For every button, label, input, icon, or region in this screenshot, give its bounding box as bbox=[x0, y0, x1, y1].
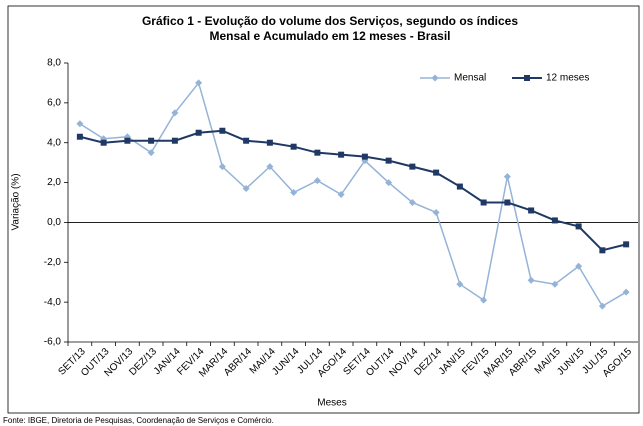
data-point bbox=[242, 185, 250, 193]
y-tick-label: 0,0 bbox=[47, 217, 61, 228]
data-point bbox=[480, 199, 487, 206]
y-tick-label: 6,0 bbox=[47, 97, 61, 108]
legend-marker bbox=[524, 75, 530, 81]
y-tick-label: 4,0 bbox=[47, 137, 61, 148]
data-point bbox=[171, 137, 178, 144]
data-point bbox=[503, 173, 511, 181]
data-point bbox=[622, 288, 630, 296]
data-point bbox=[575, 262, 583, 270]
line-series bbox=[79, 129, 627, 252]
data-point bbox=[290, 143, 297, 150]
data-point bbox=[623, 241, 630, 248]
data-point bbox=[266, 163, 274, 171]
x-axis-label: Meses bbox=[317, 398, 346, 409]
data-point bbox=[599, 247, 606, 254]
data-point bbox=[409, 163, 416, 170]
data-point bbox=[314, 149, 321, 156]
data-point bbox=[361, 153, 368, 160]
data-point bbox=[551, 217, 558, 224]
data-point bbox=[243, 137, 250, 144]
data-point bbox=[528, 207, 535, 214]
chart-title: Mensal e Acumulado em 12 meses - Brasil bbox=[210, 29, 451, 43]
data-point bbox=[480, 296, 488, 304]
data-point bbox=[408, 199, 416, 206]
data-point bbox=[124, 137, 131, 144]
y-tick-label: 8,0 bbox=[47, 58, 61, 69]
data-point bbox=[76, 133, 83, 140]
data-point bbox=[385, 179, 393, 187]
data-point bbox=[218, 163, 226, 171]
legend-label: 12 meses bbox=[546, 73, 589, 84]
y-tick-label: -4,0 bbox=[44, 297, 62, 308]
data-point bbox=[266, 139, 273, 146]
data-point bbox=[219, 127, 226, 134]
data-point bbox=[338, 151, 345, 158]
data-point bbox=[195, 79, 203, 87]
data-point bbox=[337, 191, 345, 199]
data-point bbox=[195, 129, 202, 136]
data-point bbox=[575, 223, 582, 230]
data-point bbox=[147, 149, 155, 157]
line-series bbox=[79, 81, 627, 308]
data-point bbox=[290, 189, 298, 197]
data-point bbox=[76, 120, 84, 128]
data-point bbox=[313, 177, 321, 185]
source-note: Fonte: IBGE, Diretoria de Pesquisas, Coo… bbox=[3, 416, 274, 425]
data-point bbox=[551, 280, 559, 288]
data-point bbox=[432, 208, 440, 216]
data-point bbox=[148, 137, 155, 144]
y-tick-label: -2,0 bbox=[44, 257, 62, 268]
y-tick-label: -6,0 bbox=[44, 337, 62, 348]
data-point bbox=[598, 302, 606, 310]
y-axis-label: Variação (%) bbox=[11, 173, 22, 230]
chart-title: Gráfico 1 - Evolução do volume dos Servi… bbox=[142, 14, 518, 28]
data-point bbox=[385, 157, 392, 164]
data-point bbox=[527, 276, 535, 284]
data-point bbox=[433, 169, 440, 176]
data-point bbox=[504, 199, 511, 206]
data-point bbox=[171, 109, 179, 117]
data-point bbox=[456, 280, 464, 288]
data-point bbox=[100, 139, 107, 146]
legend-marker bbox=[431, 74, 439, 82]
data-point bbox=[456, 183, 463, 190]
y-tick-label: 2,0 bbox=[47, 177, 61, 188]
legend-label: Mensal bbox=[454, 73, 486, 84]
